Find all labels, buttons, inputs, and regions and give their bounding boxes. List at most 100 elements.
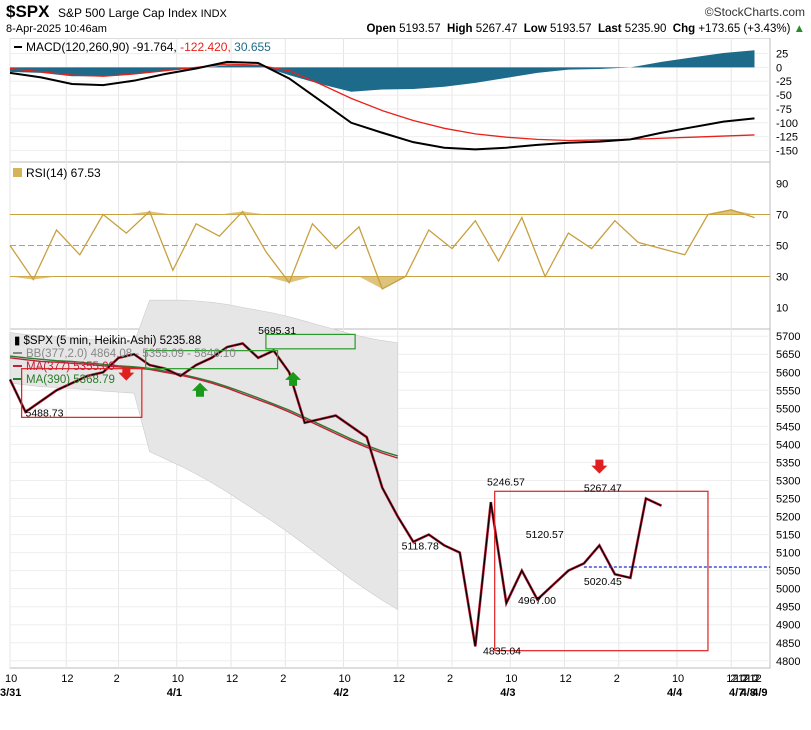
panel-frame (9, 38, 771, 163)
price-tick-label: 5250 (776, 494, 800, 506)
red-box (494, 490, 709, 652)
x-tick-label: 2 (753, 673, 759, 685)
x-date-label: 4/9 (752, 687, 767, 699)
buy-arrow (285, 371, 302, 386)
x-tick-label: 12 (738, 673, 750, 685)
price-tick-label: 5300 (776, 475, 800, 487)
rsi-legend-swatch (13, 168, 22, 177)
x-date-label: 4/8 (741, 687, 756, 699)
price-annotation: 4835.04 (483, 645, 521, 657)
brand: ©StockCharts.com (704, 5, 805, 19)
rsi-tick-label: 50 (776, 241, 788, 253)
macd-tick-label: 0 (776, 62, 782, 74)
x-date-label: 4/7 (729, 687, 744, 699)
x-tick-label: 12 (749, 673, 761, 685)
price-tick-label: 5650 (776, 349, 800, 361)
price-annotation: 5488.73 (26, 407, 64, 419)
rsi-legend: RSI(14) 67.53 (26, 166, 101, 180)
price-tick-label: 5700 (776, 331, 800, 343)
x-date-label: 4/2 (333, 687, 348, 699)
x-date-label: 4/3 (500, 687, 515, 699)
macd-tick-label: -150 (776, 145, 798, 157)
sell-arrow (591, 459, 608, 474)
rsi-tick-label: 70 (776, 210, 788, 222)
x-date-label: 3/31 (0, 687, 21, 699)
price-annotation: 4967.00 (518, 595, 556, 607)
price-tick-label: 4800 (776, 656, 800, 668)
ma390-line (9, 355, 398, 457)
price-tick-label: 4900 (776, 620, 800, 632)
rsi-overbought-fill (10, 209, 755, 215)
x-tick-label: 12 (559, 673, 571, 685)
rsi-tick-label: 10 (776, 303, 788, 315)
x-tick-label: 12 (226, 673, 238, 685)
buy-arrow (192, 382, 208, 397)
x-date-label: 4/4 (667, 687, 683, 699)
x-tick-label: 10 (5, 673, 17, 685)
x-tick-label: 2 (730, 673, 736, 685)
price-legend: ▮ $SPX (5 min, Heikin-Ashi) 5235.88 (14, 335, 201, 347)
price-annotation: 5020.45 (584, 576, 622, 588)
price-tick-label: 5450 (776, 421, 800, 433)
x-tick-label: 12 (61, 673, 73, 685)
macd-tick-label: -25 (776, 76, 792, 88)
rsi-oversold-fill (10, 276, 755, 289)
price-tick-label: 5150 (776, 530, 800, 542)
price-tick-label: 5200 (776, 512, 800, 524)
price-tick-label: 5600 (776, 367, 800, 379)
price-annotation: 5267.47 (584, 482, 622, 494)
price-annotation: 5120.57 (526, 529, 564, 541)
price-legend: MA(377) 5355.09 (26, 361, 115, 373)
security-name: S&P 500 Large Cap Index INDX (58, 6, 227, 20)
price-line (9, 342, 662, 647)
price-tick-label: 5000 (776, 584, 800, 596)
green-box (265, 333, 356, 350)
red-box (21, 368, 143, 418)
x-tick-label: 2 (280, 673, 286, 685)
x-tick-label: 2 (447, 673, 453, 685)
macd-tick-label: -100 (776, 118, 798, 130)
price-tick-label: 5050 (776, 566, 800, 578)
x-tick-label: 10 (505, 673, 517, 685)
x-tick-label: 12 (393, 673, 405, 685)
price-tick-label: 5350 (776, 457, 800, 469)
chart-svg: 250-25-50-75-100-125-150MACD(120,260,90)… (0, 38, 800, 699)
price-tick-label: 4850 (776, 638, 800, 650)
price-tick-label: 5550 (776, 385, 800, 397)
rsi-tick-label: 30 (776, 272, 788, 284)
x-tick-label: 10 (672, 673, 684, 685)
symbol: $SPX (6, 2, 50, 21)
macd-histogram (10, 50, 755, 92)
sell-arrow (118, 366, 135, 381)
x-tick-label: 2 (742, 673, 748, 685)
price-legend: MA(390) 5368.79 (26, 374, 115, 386)
x-date-label: 4/1 (167, 687, 182, 699)
price-legend: BB(377,2.0) 4864.08 - 5355.09 - 5846.10 (26, 348, 236, 360)
x-tick-label: 10 (338, 673, 350, 685)
macd-tick-label: -50 (776, 90, 792, 102)
price-tick-label: 4950 (776, 602, 800, 614)
macd-legend: MACD(120,260,90) -91.764, -122.420, 30.6… (26, 40, 271, 54)
price-tick-label: 5100 (776, 548, 800, 560)
x-tick-label: 10 (734, 673, 746, 685)
macd-line (9, 60, 755, 151)
x-tick-label: 12 (726, 673, 738, 685)
price-annotation: 5118.78 (402, 541, 439, 553)
price-tick-label: 5400 (776, 439, 800, 451)
ohlc-readout: Open 5193.57 High 5267.47 Low 5193.57 La… (366, 23, 805, 35)
x-tick-label: 2 (614, 673, 620, 685)
x-tick-label: 2 (114, 673, 120, 685)
chart-header: $SPX S&P 500 Large Cap Index INDX 8-Apr-… (0, 0, 811, 38)
green-box (145, 350, 279, 370)
rsi-tick-label: 90 (776, 179, 788, 191)
bollinger-band (9, 299, 399, 611)
price-tick-label: 5500 (776, 403, 800, 415)
price-annotation: 5695.31 (258, 325, 296, 337)
chart-date: 8-Apr-2025 10:46am (6, 23, 107, 35)
x-tick-label: 10 (746, 673, 758, 685)
macd-tick-label: 25 (776, 49, 788, 61)
price-annotation: 5246.57 (487, 477, 525, 489)
x-tick-label: 10 (172, 673, 184, 685)
ma377-line (9, 357, 398, 459)
